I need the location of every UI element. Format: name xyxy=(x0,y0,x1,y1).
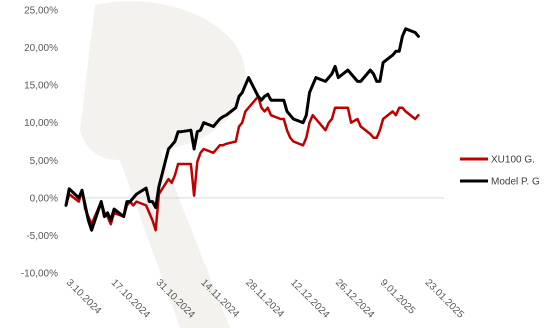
legend-label: XU100 G. xyxy=(491,155,535,166)
x-tick-label: 23.01.2025 xyxy=(423,277,466,320)
x-tick-label: 28.11.2024 xyxy=(243,277,286,320)
y-tick-label: 10,00% xyxy=(24,118,58,129)
x-tick-label: 12.12.2024 xyxy=(288,277,331,320)
series-line-2 xyxy=(64,27,420,232)
y-tick-label: 0,00% xyxy=(30,193,58,204)
y-tick-label: 25,00% xyxy=(24,6,58,17)
y-tick-label: 15,00% xyxy=(24,81,58,92)
y-tick-label: 20,00% xyxy=(24,43,58,54)
x-tick-label: 3.10.2024 xyxy=(64,277,104,317)
x-tick-label: 17.10.2024 xyxy=(109,277,152,320)
watermark-logo xyxy=(80,1,246,328)
chart-legend: XU100 G. Model P. G xyxy=(460,155,540,188)
x-tick-label: 26.12.2024 xyxy=(333,277,376,320)
chart-axes: -10,00% -5,00% 0,00% 5,00% 10,00% 15,00% 20,00… xyxy=(21,6,466,321)
legend-label: Model P. G xyxy=(491,177,540,188)
y-tick-label: -5,00% xyxy=(26,231,58,242)
x-tick-label: 9.01.2025 xyxy=(378,277,418,317)
y-tick-label: 5,00% xyxy=(30,156,58,167)
watermark-shape xyxy=(80,1,246,328)
chart-series xyxy=(64,27,420,232)
y-tick-label: -10,00% xyxy=(21,269,58,280)
